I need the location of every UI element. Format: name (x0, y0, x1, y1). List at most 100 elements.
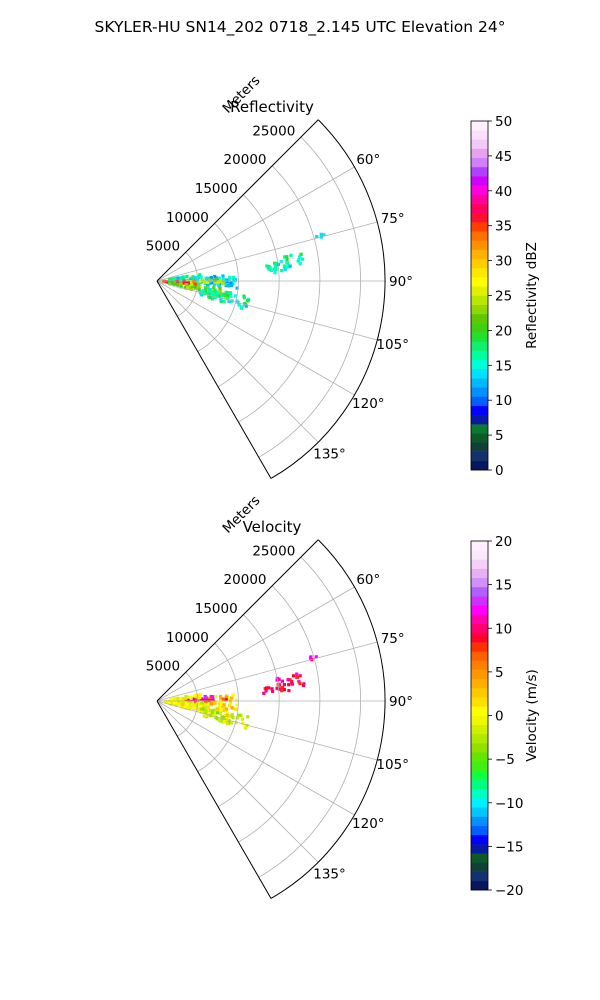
echo-gate (231, 715, 235, 719)
echo-gate (230, 721, 234, 725)
echo-gate (240, 717, 244, 721)
echo-gate (283, 267, 287, 271)
echo-gate (226, 283, 230, 288)
echo-gate (273, 264, 277, 268)
colorbar-segment (471, 203, 488, 214)
echo-gate (219, 719, 223, 723)
echo-gate (230, 713, 234, 717)
echo-gate (178, 696, 182, 700)
echo-gate (286, 678, 290, 682)
echo-gate (270, 687, 274, 691)
colorbar: 0 5 10 15 20 25 30 35 40 45 50 Reflectivity dBZ (470, 114, 540, 479)
colorbar-segment (471, 844, 488, 854)
echo-gate (184, 698, 188, 702)
echo-gate (269, 268, 273, 272)
echo-gate (297, 680, 301, 684)
echo-gate (210, 695, 214, 699)
azimuth-gridline-60 (156, 166, 355, 282)
colorbar-segment (471, 157, 488, 168)
echo-gate (201, 289, 205, 293)
echo-gate (221, 274, 225, 278)
colorbar-tick-label: 40 (495, 184, 512, 200)
colorbar-label: Reflectivity dBZ (524, 242, 540, 349)
echo-gate (213, 288, 217, 292)
echo-gate (228, 703, 232, 707)
echo-gate (230, 706, 234, 710)
echo-gate (172, 277, 176, 281)
echo-gate (322, 233, 326, 237)
echo-gate (264, 686, 269, 690)
spine-start (156, 539, 319, 702)
echo-gate (175, 702, 179, 706)
echo-gate (193, 705, 197, 709)
echo-gate (190, 276, 194, 280)
echo-gate (169, 277, 173, 281)
echo-gate (264, 689, 268, 693)
echo-gate (285, 260, 289, 264)
echo-gate (190, 283, 194, 287)
echo-gate (200, 707, 204, 711)
colorbar-segment (471, 605, 488, 615)
spine-start (156, 119, 319, 282)
colorbar-segment (471, 323, 488, 333)
colorbar-segment (471, 332, 488, 342)
echo-gate (227, 299, 231, 303)
colorbar-segment (471, 743, 488, 753)
echo-gate (275, 686, 279, 690)
echo-gate (282, 688, 286, 692)
colorbar-segment (471, 724, 488, 735)
azimuth-tick-label: 75° (381, 211, 405, 227)
echo-gate (241, 721, 245, 725)
colorbar-segment (471, 586, 488, 597)
colorbar-segment (471, 460, 488, 471)
echo-gate (234, 721, 238, 725)
echo-gate (231, 275, 235, 279)
velocity-panel: Velocity500010000150002000025000Meters60… (146, 493, 540, 899)
echo-gate (298, 674, 302, 678)
echo-gate (226, 296, 230, 300)
colorbar-tick-label: 5 (495, 428, 504, 444)
colorbar-segment (471, 559, 488, 569)
echo-gate (222, 718, 226, 722)
echo-gate (165, 280, 169, 284)
echo-gate (184, 283, 188, 287)
echo-gate (212, 700, 216, 704)
colorbar-segment (471, 642, 488, 652)
range-tick-label: 10000 (166, 630, 209, 646)
echo-gate (244, 304, 248, 308)
echo-gate (221, 282, 225, 286)
colorbar-tick-label: 0 (495, 463, 504, 479)
range-tick-label: 15000 (195, 181, 238, 197)
echo-gate (182, 281, 187, 285)
echo-gate (215, 278, 219, 282)
echo-gate (319, 232, 323, 236)
echo-gate (206, 286, 210, 290)
echo-gate (204, 702, 208, 706)
echo-gate (226, 293, 230, 298)
echo-gate (222, 706, 227, 710)
echo-gate (175, 282, 179, 286)
echo-cell-6 (167, 273, 203, 282)
range-ring-25000 (258, 556, 361, 878)
echo-gate (233, 294, 237, 298)
echo-gate (186, 278, 190, 282)
echo-gate (285, 255, 289, 259)
colorbar-segment (471, 139, 488, 149)
colorbar-segment (471, 166, 488, 177)
range-tick-label: 20000 (224, 152, 267, 168)
colorbar-segment (471, 396, 488, 407)
colorbar-tick-label: −15 (495, 839, 524, 855)
echo-gate (176, 276, 180, 280)
panel-title: Reflectivity (230, 98, 314, 116)
echo-gate (184, 696, 188, 700)
echo-gate (178, 282, 182, 286)
echo-gate (168, 282, 172, 286)
echo-gate (182, 276, 186, 280)
colorbar-segment (471, 779, 488, 790)
echo-gate (215, 711, 220, 715)
echo-gate (213, 295, 217, 299)
colorbar-segment (471, 541, 488, 551)
colorbar-segment (471, 451, 488, 462)
echo-gate (176, 698, 180, 702)
echo-gate (289, 253, 293, 257)
